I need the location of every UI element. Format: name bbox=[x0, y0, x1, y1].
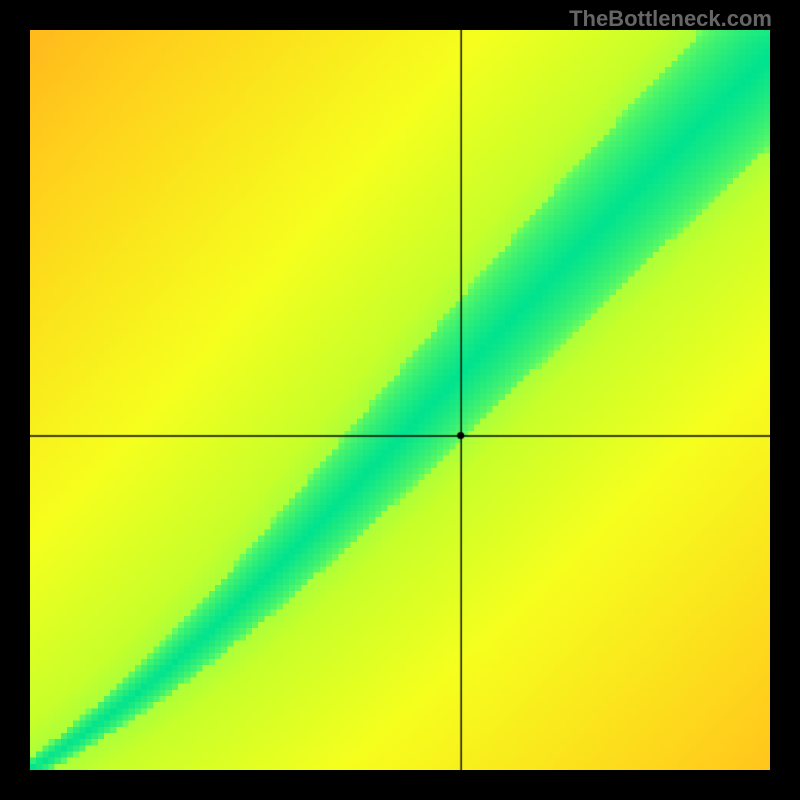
bottleneck-heatmap bbox=[30, 30, 770, 770]
watermark-text: TheBottleneck.com bbox=[569, 6, 772, 32]
figure-container: TheBottleneck.com bbox=[0, 0, 800, 800]
